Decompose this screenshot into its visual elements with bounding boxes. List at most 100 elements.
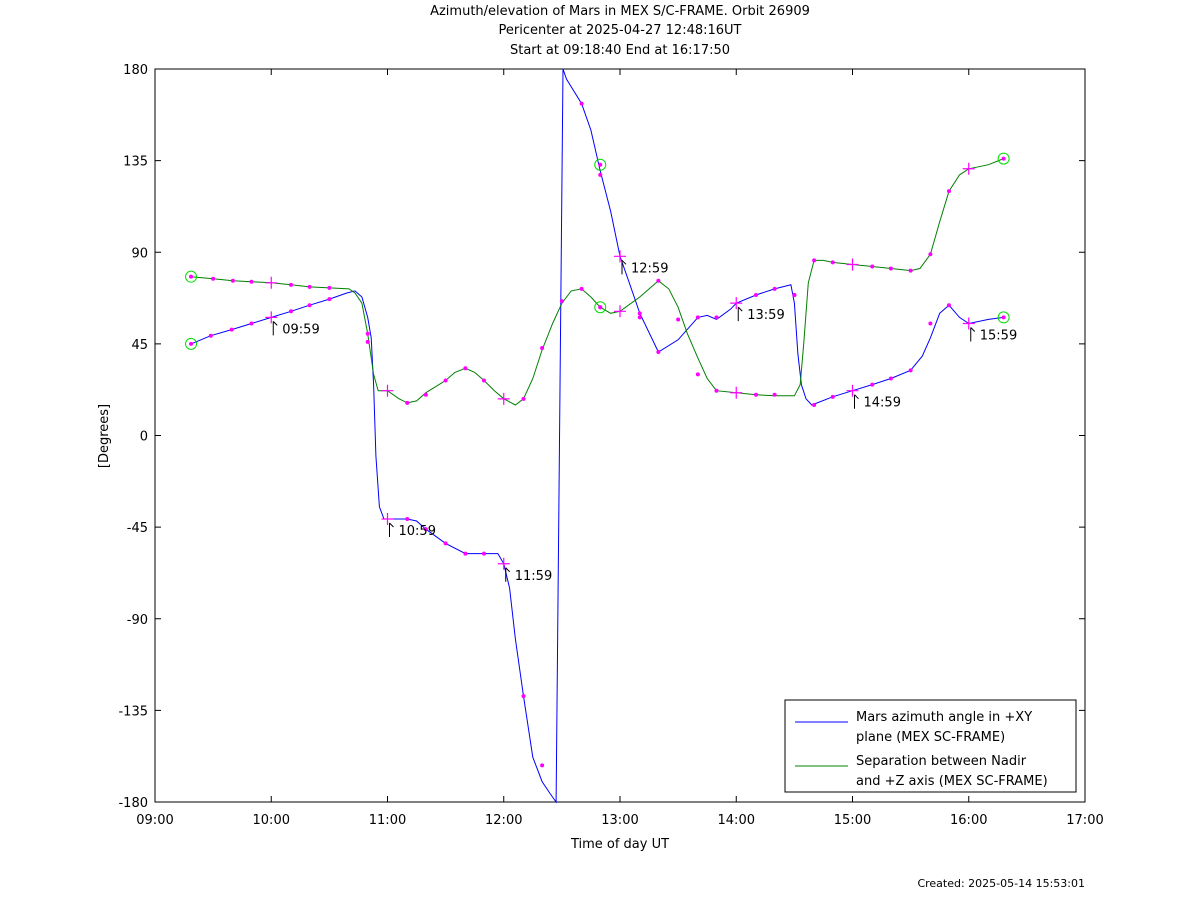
x-tick-label: 11:00 xyxy=(369,813,406,828)
series-0-dot xyxy=(870,382,875,387)
y-tick-label: -45 xyxy=(127,521,148,536)
y-tick-label: -135 xyxy=(118,704,148,719)
series-1-endpoint-dot xyxy=(598,305,603,310)
y-tick-label: 135 xyxy=(123,155,148,170)
legend: Mars azimuth angle in +XY plane (MEX SC-… xyxy=(784,699,1077,793)
series-1-dot xyxy=(676,317,681,322)
series-0-dot xyxy=(327,297,332,302)
series-0-dot xyxy=(637,311,642,316)
series-1-dot xyxy=(870,264,875,269)
y-tick-label: 90 xyxy=(131,246,148,261)
series-1-hour-cross xyxy=(497,392,510,405)
series-0-dot xyxy=(714,315,719,320)
series-0-dot xyxy=(521,694,526,699)
chart-subtitle-start-end: Start at 09:18:40 End at 16:17:50 xyxy=(509,43,731,58)
series-0-endpoint-dot xyxy=(189,341,194,346)
x-tick-label: 09:00 xyxy=(136,813,173,828)
series-1-endpoint-dot xyxy=(1001,156,1006,161)
series-0-dot xyxy=(443,541,448,546)
series-0-endpoint-dot xyxy=(1001,315,1006,320)
series-0-dot xyxy=(463,551,468,556)
series-1-hour-cross xyxy=(265,276,278,289)
y-tick-label: 45 xyxy=(131,338,148,353)
time-label-pointer xyxy=(970,327,976,342)
time-label-pointer xyxy=(272,321,278,336)
axis-tick-labels: 09:00 10:00 11:00 12:00 13:00 14:00 15:00 16:00… xyxy=(118,63,1103,828)
series-1-dot xyxy=(327,285,332,290)
series-1-dot xyxy=(812,258,817,263)
series-1-hour-cross xyxy=(730,386,743,399)
series-0-dot xyxy=(656,350,661,355)
x-tick-label: 13:00 xyxy=(601,813,638,828)
series-0-dot xyxy=(579,101,584,106)
series-1-dot xyxy=(792,293,797,298)
series-0-dot xyxy=(695,315,700,320)
series-0-hour-cross xyxy=(614,250,626,263)
x-tick-label: 17:00 xyxy=(1066,813,1103,828)
series-0-endpoint-circle xyxy=(997,311,1010,324)
series-1-dot xyxy=(211,276,216,281)
series-0-hour-cross xyxy=(962,317,975,330)
time-label: 11:59 xyxy=(515,569,552,584)
time-label-pointer xyxy=(505,567,511,582)
plot-area-border xyxy=(154,68,1086,803)
series-0-dot xyxy=(481,551,486,556)
time-label-pointer xyxy=(854,394,859,409)
series-1-dot xyxy=(888,266,893,271)
series-1-dot xyxy=(772,392,777,397)
series-1-dot xyxy=(830,260,835,265)
chart-subtitle-pericenter: Pericenter at 2025-04-27 12:48:16UT xyxy=(498,23,742,38)
series-1-dot xyxy=(637,315,642,320)
series-1-dot xyxy=(928,252,933,257)
series-0-dot xyxy=(772,286,777,291)
legend-box xyxy=(784,699,1077,793)
plot-frame xyxy=(154,68,1086,803)
time-label: 12:59 xyxy=(631,261,668,276)
time-label: 15:59 xyxy=(980,329,1017,344)
series-1-hour-cross xyxy=(846,258,859,271)
series-0-dot xyxy=(208,333,213,338)
series-1-dot xyxy=(423,392,428,397)
axis-ticks xyxy=(154,68,1086,803)
series-1-dot xyxy=(230,278,235,283)
time-label: 13:59 xyxy=(747,308,784,323)
series-1-hour-cross xyxy=(614,305,626,318)
series-0-dot xyxy=(249,321,254,326)
series-1-dot xyxy=(656,278,661,283)
chart-title: Azimuth/elevation of Mars in MEX S/C-FRA… xyxy=(430,4,810,19)
series-line-1 xyxy=(190,158,1004,406)
series-0-hour-cross xyxy=(381,512,394,525)
series-1-dot xyxy=(463,366,468,371)
x-tick-label: 15:00 xyxy=(834,813,871,828)
series-1-dot xyxy=(695,372,700,377)
x-tick-label: 16:00 xyxy=(950,813,987,828)
series-0-dot xyxy=(289,309,294,314)
series-1-dot xyxy=(405,400,410,405)
series-0-dot xyxy=(908,368,913,373)
x-tick-label: 14:00 xyxy=(718,813,755,828)
series-1-endpoint-circle xyxy=(594,301,607,314)
series-0-dot xyxy=(598,172,603,177)
series-0-endpoint-circle xyxy=(185,337,198,350)
y-tick-label: 180 xyxy=(123,63,148,78)
series-1-dot xyxy=(307,284,312,289)
y-axis-label: [Degrees] xyxy=(97,404,112,468)
series-1-dot xyxy=(443,378,448,383)
series-1-dot xyxy=(540,345,545,350)
series-line-0 xyxy=(190,68,1004,804)
series-0-dot xyxy=(946,303,951,308)
time-label-layer: 09:59 10:59 11:59 12:59 13:59 14:59 15:59 xyxy=(272,259,1017,584)
legend-label-separation-line2: and +Z axis (MEX SC-FRAME) xyxy=(856,774,1048,789)
series-0-dot xyxy=(229,327,234,332)
series-0-dot xyxy=(405,516,410,521)
y-tick-label: -180 xyxy=(118,796,148,811)
series-0-dot xyxy=(888,376,893,381)
series-1-dot xyxy=(249,279,254,284)
series-1-dot xyxy=(579,286,584,291)
series-0-dot xyxy=(812,402,817,407)
series-1-hour-cross xyxy=(381,384,394,397)
time-label-pointer xyxy=(737,306,743,322)
series-0-hour-cross xyxy=(730,297,743,310)
series-0-hour-cross xyxy=(846,384,859,397)
series-0-hour-cross xyxy=(497,557,510,570)
